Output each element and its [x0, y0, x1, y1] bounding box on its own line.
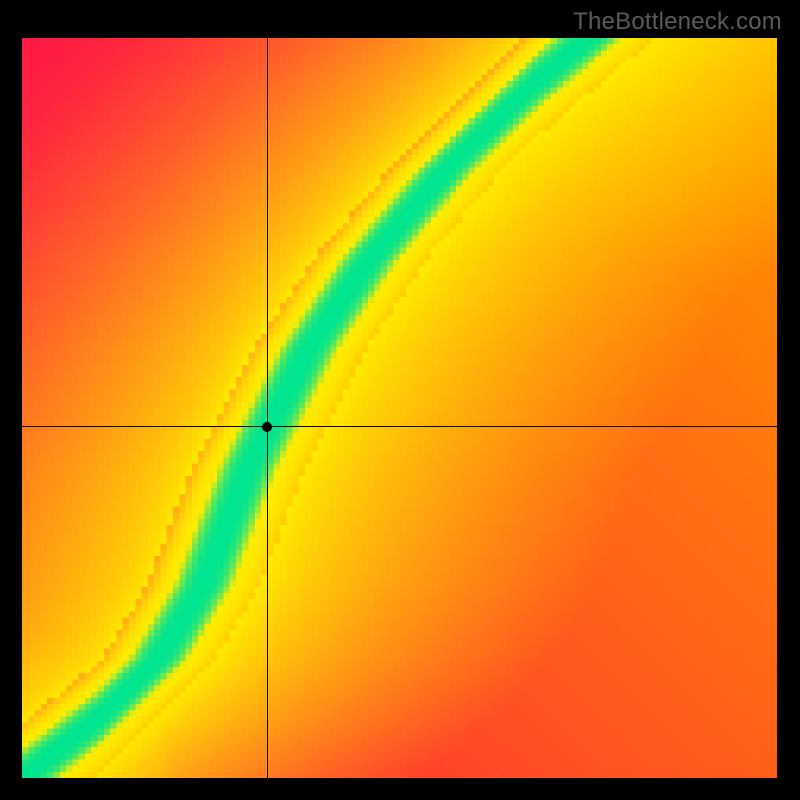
bottleneck-heatmap	[22, 38, 777, 778]
chart-container: { "watermark": { "text": "TheBottleneck.…	[0, 0, 800, 800]
crosshair-dot	[261, 421, 273, 433]
crosshair-vertical	[267, 38, 268, 778]
watermark-text: TheBottleneck.com	[573, 8, 782, 36]
crosshair-horizontal	[22, 426, 777, 427]
